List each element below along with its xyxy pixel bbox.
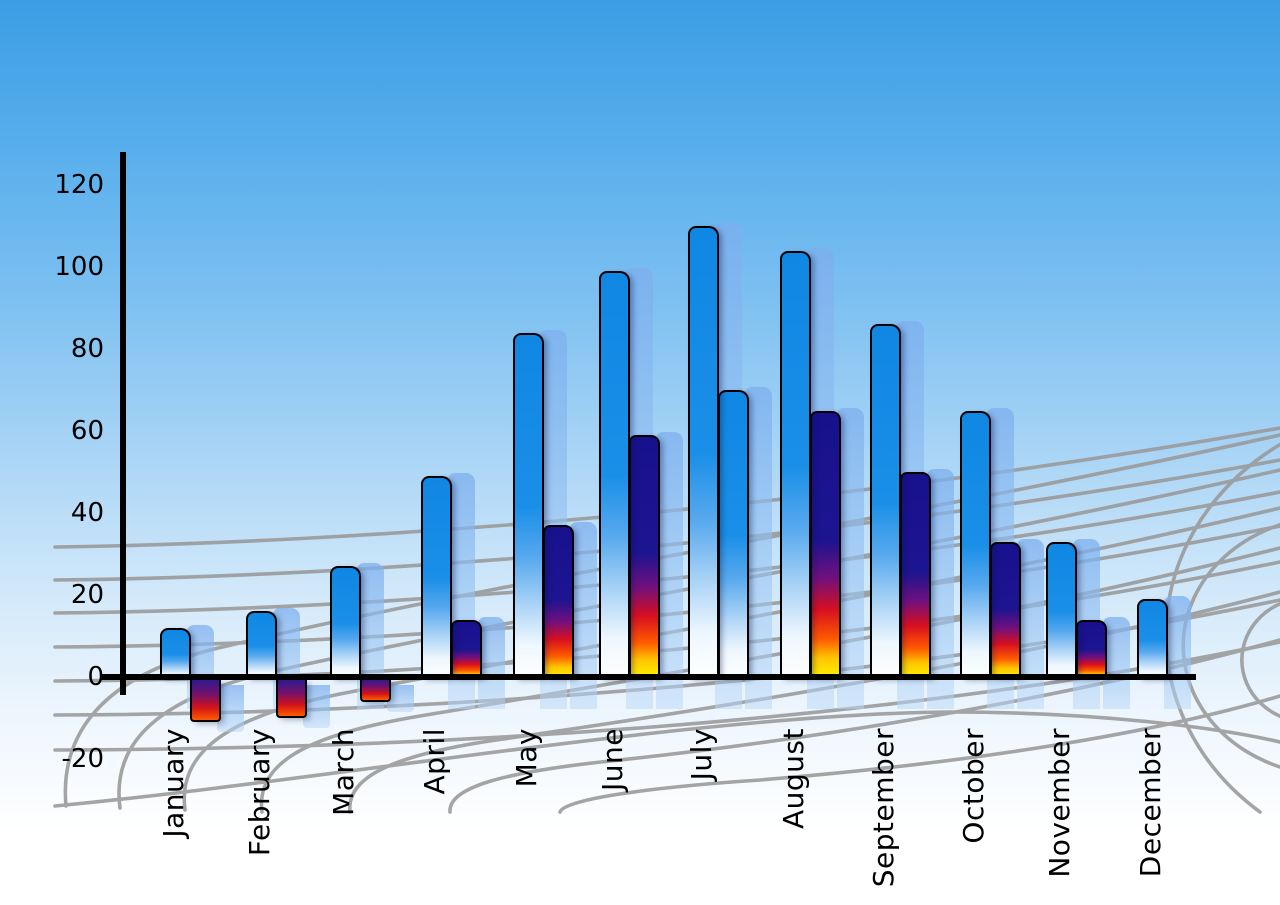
bar-series1-february [246,611,277,679]
bar-echo-series2-april [478,616,505,709]
bar-series1-july [688,226,719,679]
bar-echo-series1-december [1164,596,1191,709]
y-axis-line [120,152,126,695]
bar-series1-april [421,476,452,679]
y-tick-label-80: 80 [70,334,104,364]
x-label-september: September [867,728,900,888]
bar-series2-september [900,472,931,679]
bar-series2-april [451,619,482,679]
bar-series2-november [1076,619,1107,679]
y-tick-label--20: -20 [61,744,104,774]
y-tick-label-120: 120 [54,170,104,200]
bar-series1-november [1046,541,1077,679]
bar-series1-december [1137,599,1168,679]
bar-series1-august [780,250,811,679]
bar-series2-january [190,679,221,722]
bar-echo-series2-october [1017,538,1044,709]
bar-series1-march [330,566,361,679]
bar-echo-series2-july [745,387,772,709]
x-label-april: April [418,728,451,795]
y-tick-label-100: 100 [54,252,104,282]
x-label-june: June [596,728,629,791]
x-label-january: January [157,728,190,838]
x-label-august: August [777,728,810,829]
bar-series1-june [599,271,630,679]
x-label-march: March [327,728,360,816]
x-label-november: November [1043,728,1076,878]
bar-echo-series2-february [303,685,330,728]
bar-echo-series2-may [570,522,597,709]
bar-echo-series2-november [1103,616,1130,709]
bar-echo-series2-august [837,407,864,709]
bar-series2-july [718,390,749,679]
bar-echo-series2-september [927,469,954,709]
bar-series2-october [990,541,1021,679]
x-label-may: May [510,728,543,788]
x-axis-zero-line [100,674,1196,680]
x-label-february: February [243,728,276,857]
bar-series2-may [543,525,574,679]
bar-series2-february [276,679,307,718]
y-tick-label-60: 60 [70,416,104,446]
y-tick-label-0: 0 [87,662,104,692]
x-label-october: October [957,728,990,844]
bar-series1-january [160,627,191,679]
bar-series2-august [810,410,841,679]
y-tick-label-20: 20 [70,580,104,610]
x-label-december: December [1134,728,1167,878]
bar-echo-series2-march [387,685,414,712]
bar-series1-october [960,410,991,679]
y-tick-label-40: 40 [70,498,104,528]
bar-series2-june [629,435,660,679]
bar-series1-may [513,332,544,679]
bar-echo-series2-june [656,432,683,709]
bar-series1-september [870,324,901,679]
bar-echo-series2-january [217,685,244,732]
x-label-july: July [685,728,718,781]
bar-series2-march [360,679,391,702]
